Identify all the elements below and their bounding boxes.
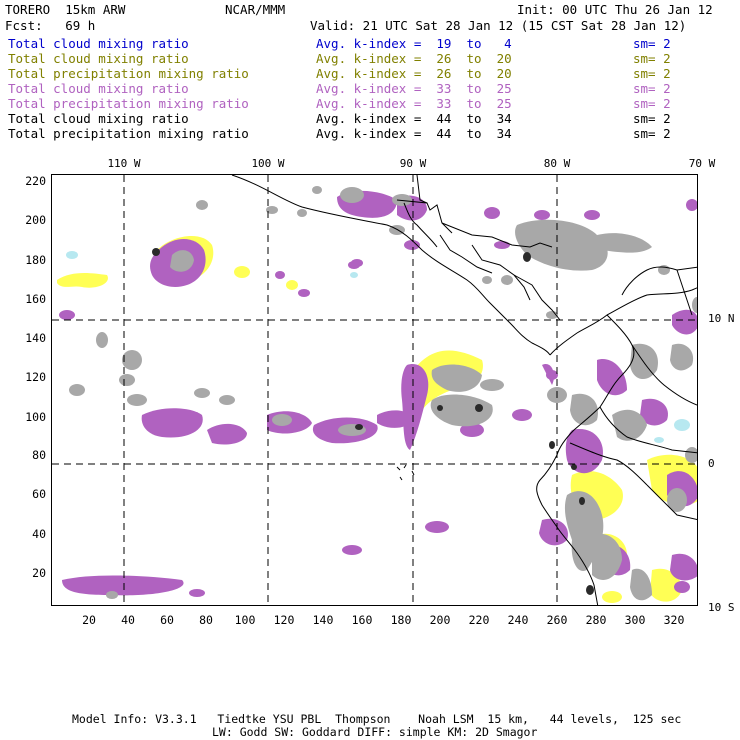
x-tick-label: 320 xyxy=(663,613,685,627)
x-tick-label: 140 xyxy=(312,613,334,627)
x-tick-label: 180 xyxy=(390,613,412,627)
model-info-line1: Model Info: V3.3.1 Tiedtke YSU PBL Thomp… xyxy=(72,712,682,726)
lon-label: 110 W xyxy=(107,157,141,170)
lon-label: 80 W xyxy=(543,157,571,170)
field-smoothing: sm= 2 xyxy=(633,51,671,66)
y-tick-label: 40 xyxy=(32,527,46,541)
init-time: Init: 00 UTC Thu 26 Jan 12 xyxy=(517,2,713,17)
field-stat: Avg. k-index = 44 to 34 xyxy=(316,126,512,141)
field-stat: Avg. k-index = 33 to 25 xyxy=(316,96,512,111)
x-tick-label: 20 xyxy=(82,613,96,627)
field-name: Total cloud mixing ratio xyxy=(8,51,189,66)
y-tick-label: 180 xyxy=(25,253,46,267)
x-tick-label: 200 xyxy=(429,613,451,627)
field-name: Total cloud mixing ratio xyxy=(8,36,189,51)
y-tick-label: 160 xyxy=(25,292,46,306)
field-name: Total precipitation mixing ratio xyxy=(8,96,249,111)
light-cloud-layer xyxy=(66,251,690,443)
field-name: Total cloud mixing ratio xyxy=(8,81,189,96)
center-label: NCAR/MMM xyxy=(225,2,286,17)
lon-label: 100 W xyxy=(251,157,285,170)
model-title: TORERO 15km ARW xyxy=(5,2,126,17)
x-tick-label: 100 xyxy=(234,613,256,627)
x-tick-label: 220 xyxy=(468,613,490,627)
lat-label: 10 N xyxy=(708,312,735,325)
coastline-layer xyxy=(231,175,697,605)
y-tick-label: 140 xyxy=(25,331,46,345)
field-smoothing: sm= 2 xyxy=(633,81,671,96)
map-panel xyxy=(51,174,698,606)
valid-time: Valid: 21 UTC Sat 28 Jan 12 (15 CST Sat … xyxy=(310,18,687,33)
map-canvas xyxy=(52,175,697,605)
forecast-hour: Fcst: 69 h xyxy=(5,18,96,33)
x-tick-label: 120 xyxy=(273,613,295,627)
y-tick-label: 80 xyxy=(32,448,46,462)
x-tick-label: 60 xyxy=(160,613,174,627)
field-smoothing: sm= 2 xyxy=(633,96,671,111)
y-tick-label: 100 xyxy=(25,410,46,424)
x-tick-label: 300 xyxy=(624,613,646,627)
x-tick-label: 260 xyxy=(546,613,568,627)
y-tick-label: 220 xyxy=(25,174,46,188)
x-tick-label: 40 xyxy=(121,613,135,627)
field-stat: Avg. k-index = 19 to 4 xyxy=(316,36,512,51)
model-info-line2: LW: Godd SW: Goddard DIFF: simple KM: 2D… xyxy=(212,725,538,739)
y-tick-label: 120 xyxy=(25,370,46,384)
x-tick-label: 280 xyxy=(585,613,607,627)
dark-core-layer xyxy=(152,248,594,595)
purple-precip-layer xyxy=(59,190,697,597)
lon-label: 90 W xyxy=(399,157,427,170)
field-smoothing: sm= 2 xyxy=(633,111,671,126)
field-name: Total precipitation mixing ratio xyxy=(8,66,249,81)
y-tick-label: 200 xyxy=(25,213,46,227)
x-tick-label: 160 xyxy=(351,613,373,627)
lat-label: 10 S xyxy=(708,601,735,614)
field-stat: Avg. k-index = 33 to 25 xyxy=(316,81,512,96)
field-stat: Avg. k-index = 44 to 34 xyxy=(316,111,512,126)
field-smoothing: sm= 2 xyxy=(633,126,671,141)
field-smoothing: sm= 2 xyxy=(633,36,671,51)
field-smoothing: sm= 2 xyxy=(633,66,671,81)
y-tick-label: 60 xyxy=(32,487,46,501)
field-name: Total precipitation mixing ratio xyxy=(8,126,249,141)
graticule-layer xyxy=(52,175,697,605)
x-tick-label: 240 xyxy=(507,613,529,627)
lon-label: 70 W xyxy=(688,157,716,170)
field-stat: Avg. k-index = 26 to 20 xyxy=(316,66,512,81)
lat-label: 0 xyxy=(708,457,715,470)
y-tick-label: 20 xyxy=(32,566,46,580)
x-tick-label: 80 xyxy=(199,613,213,627)
field-name: Total cloud mixing ratio xyxy=(8,111,189,126)
field-stat: Avg. k-index = 26 to 20 xyxy=(316,51,512,66)
